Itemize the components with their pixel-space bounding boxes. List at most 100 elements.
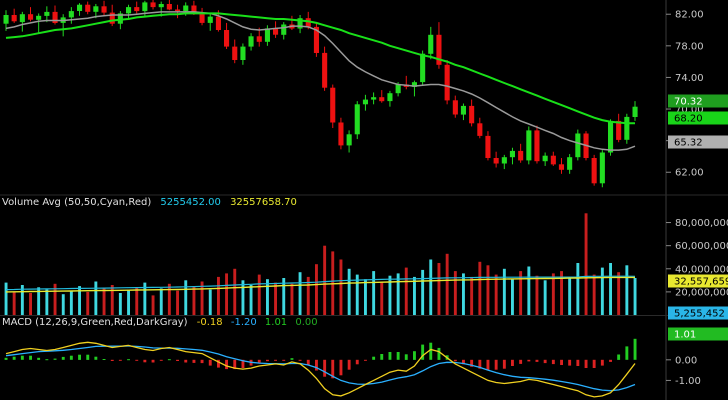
- volume-bar: [527, 266, 531, 315]
- macd-histogram-bar: [69, 355, 73, 360]
- sma-slow-tag: 68.20: [674, 114, 703, 125]
- volume-bar: [233, 268, 237, 315]
- volume-bar: [282, 278, 286, 315]
- candle-body: [387, 93, 393, 102]
- volume-bar: [462, 273, 465, 315]
- candle-body: [109, 12, 115, 24]
- macd-histogram-bar: [347, 359, 351, 370]
- candle-body: [444, 64, 450, 101]
- price-tick-label: 78.00: [675, 41, 704, 52]
- candle-body: [338, 122, 344, 146]
- volume-bar: [543, 280, 547, 315]
- volume-bar: [45, 289, 49, 315]
- macd-histogram-bar: [625, 346, 629, 360]
- candle-body: [215, 16, 221, 30]
- volume-bar: [584, 213, 588, 315]
- candle-body: [485, 135, 491, 158]
- volume-avg-fast-line: [5, 275, 636, 291]
- candle-body: [558, 164, 564, 170]
- volume-bar: [355, 274, 359, 315]
- macd-histogram-bar: [584, 359, 588, 368]
- macd-legend: MACD (12,26,9,Green,Red,DarkGray) -0.18 …: [2, 317, 318, 328]
- volume-panel: [4, 213, 637, 315]
- candle-body: [240, 46, 246, 60]
- candle-body: [117, 13, 123, 24]
- candle-body: [183, 5, 189, 11]
- candle-body: [191, 5, 197, 15]
- candle-body: [362, 99, 368, 105]
- candle-body: [469, 105, 475, 124]
- candle-body: [330, 87, 336, 123]
- macd-histogram-bar: [633, 338, 637, 360]
- macd-histogram-bar: [560, 359, 563, 365]
- candle-body: [52, 11, 58, 23]
- macd-histogram-bar: [576, 359, 580, 366]
- macd-histogram-bar: [355, 359, 359, 365]
- candle-body: [591, 158, 597, 184]
- macd-histogram-bar: [502, 359, 506, 369]
- volume-bar: [61, 294, 65, 315]
- sma-fast-line: [5, 11, 636, 151]
- candle-body: [575, 133, 581, 158]
- macd-histogram-bar: [233, 359, 237, 370]
- macd-histogram-bar: [535, 359, 539, 362]
- macd-legend-title: MACD (12,26,9,Green,Red,DarkGray): [2, 317, 188, 328]
- volume-bar: [200, 281, 204, 315]
- volume-bar: [511, 279, 514, 315]
- macd-histogram-bar: [208, 359, 212, 366]
- volume-tick-label: 60,000,000: [675, 241, 728, 252]
- volume-bar: [600, 267, 604, 315]
- macd-histogram-bar: [290, 358, 294, 360]
- volume-bar: [249, 285, 253, 315]
- candle-body: [542, 155, 548, 162]
- volume-bar: [396, 273, 400, 315]
- candle-body: [428, 34, 434, 54]
- macd-histogram-bar: [511, 359, 514, 366]
- macd-histogram-bar: [543, 359, 547, 364]
- candle-body: [493, 158, 499, 164]
- volume-avg-slow-line: [5, 276, 635, 293]
- candle-body: [599, 152, 605, 184]
- volume-bar: [110, 285, 114, 315]
- price-panel: [3, 0, 638, 188]
- candle-body: [224, 30, 230, 47]
- macd-histogram-bar: [12, 356, 16, 360]
- volume-bar: [478, 261, 482, 315]
- macd-histogram-bar: [478, 359, 482, 369]
- candle-body: [346, 134, 352, 146]
- price-tick-label: 62.00: [675, 168, 704, 179]
- volume-bar: [404, 267, 408, 315]
- volume-bar: [53, 283, 57, 315]
- volume-avg-slow-tag: 32,557,659: [674, 277, 728, 288]
- candle-body: [68, 11, 74, 18]
- macd-histogram-bar: [94, 356, 98, 360]
- macd-histogram-bar: [257, 359, 261, 363]
- volume-bar: [380, 281, 384, 315]
- volume-bar: [78, 286, 81, 315]
- macd-panel: [4, 338, 637, 398]
- macd-histogram-bar: [176, 359, 179, 361]
- volume-bar: [617, 272, 621, 315]
- candle-body: [395, 84, 401, 94]
- candle-body: [354, 104, 360, 135]
- macd-histogram-bar: [568, 359, 572, 366]
- candle-body: [44, 11, 50, 16]
- macd-histogram-bar: [127, 359, 130, 361]
- volume-bar: [633, 278, 637, 315]
- volume-bar: [94, 281, 98, 315]
- candle-body: [509, 150, 515, 158]
- candle-body: [550, 155, 556, 165]
- volume-tick-label: 40,000,000: [675, 264, 728, 275]
- candle-body: [175, 9, 181, 12]
- candle-body: [101, 6, 107, 13]
- macd-histogram-bar: [135, 359, 139, 361]
- macd-histogram-bar: [437, 347, 441, 360]
- volume-bar: [4, 282, 8, 315]
- candle-body: [264, 28, 270, 42]
- macd-histogram-bar: [470, 359, 474, 367]
- sma-slow-line: [5, 12, 635, 125]
- macd-histogram-bar: [53, 358, 57, 360]
